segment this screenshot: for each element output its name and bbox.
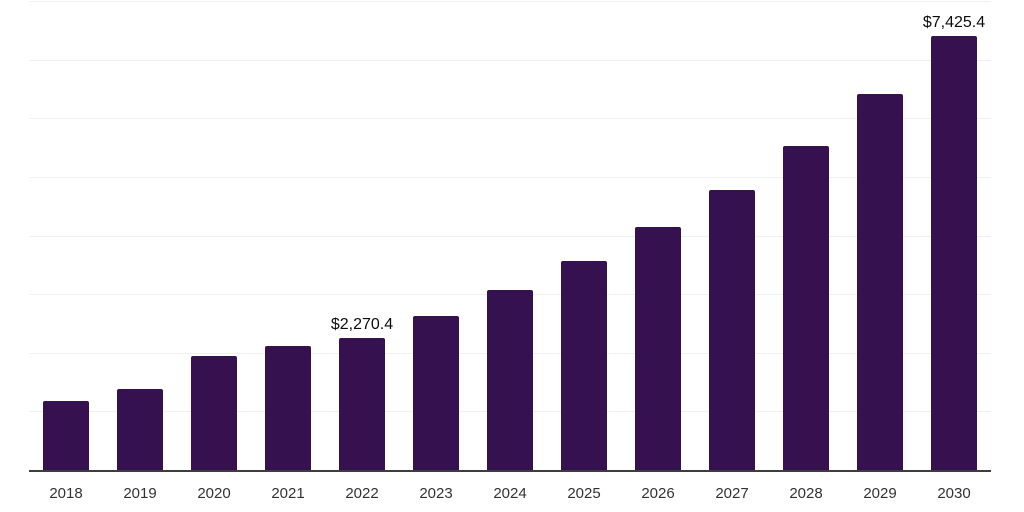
bar-2024	[487, 290, 533, 471]
bar-2019	[117, 388, 163, 471]
bar-2029	[857, 94, 903, 471]
data-label-2030: $7,425.4	[922, 13, 986, 31]
gridline-7000	[29, 59, 991, 61]
x-axis-line	[29, 470, 991, 472]
gridline-4000	[29, 235, 991, 237]
bar-2020	[191, 356, 237, 471]
x-tick-2026: 2026	[641, 485, 675, 502]
bar-2023	[413, 315, 459, 471]
x-tick-2029: 2029	[863, 485, 897, 502]
x-tick-2020: 2020	[197, 485, 231, 502]
bar-2026	[635, 227, 681, 471]
plot-area: $2,270.4 $7,425.4	[29, 1, 991, 471]
x-tick-2019: 2019	[123, 485, 157, 502]
x-tick-2018: 2018	[49, 485, 83, 502]
data-label-2022: $2,270.4	[330, 315, 394, 333]
bar-2025	[561, 260, 607, 471]
gridline-6000	[29, 118, 991, 120]
bar-2018	[43, 401, 89, 471]
x-tick-2021: 2021	[271, 485, 305, 502]
bar-2030	[931, 35, 977, 471]
bar-2021	[265, 346, 311, 471]
x-tick-2028: 2028	[789, 485, 823, 502]
bar-2028	[783, 145, 829, 471]
bar-2027	[709, 189, 755, 471]
x-tick-2025: 2025	[567, 485, 601, 502]
x-tick-2023: 2023	[419, 485, 453, 502]
x-tick-2027: 2027	[715, 485, 749, 502]
x-tick-2030: 2030	[937, 485, 971, 502]
bar-2022	[339, 337, 385, 471]
x-tick-2024: 2024	[493, 485, 527, 502]
gridline-8000	[29, 1, 991, 2]
gridline-5000	[29, 176, 991, 178]
x-tick-2022: 2022	[345, 485, 379, 502]
